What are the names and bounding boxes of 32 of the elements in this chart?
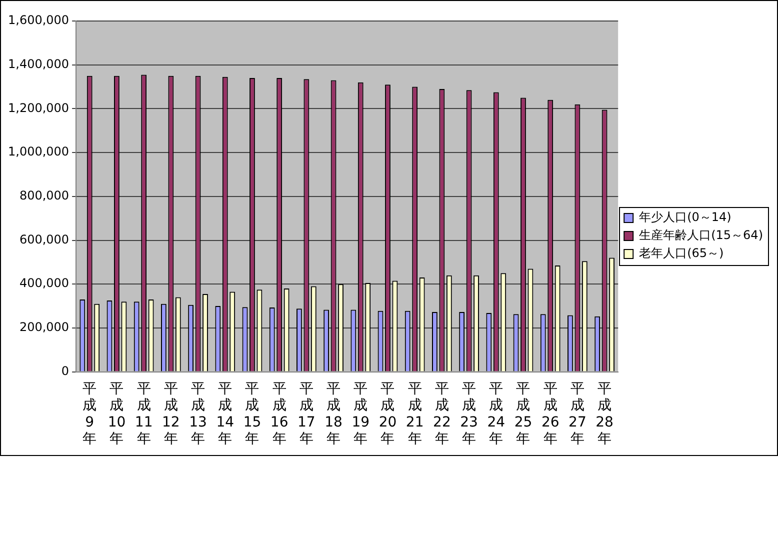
y-tick-label: 800,000 (19, 188, 70, 203)
x-tick-label: 平成26年 (541, 380, 560, 448)
y-tick-label: 200,000 (19, 320, 70, 334)
x-tick-label: 平成25年 (514, 380, 532, 448)
x-tick-label: 平成16年 (270, 380, 288, 448)
y-tick-label: 1,600,000 (8, 13, 70, 28)
legend-label: 生産年齢人口(15～64) (639, 228, 764, 242)
y-tick-label: 400,000 (19, 276, 70, 290)
x-tick-label: 平成23年 (460, 380, 478, 448)
y-tick-label: 600,000 (19, 232, 70, 246)
x-tick-label: 平成17年 (298, 380, 316, 448)
y-tick-label: 1,000,000 (8, 144, 70, 159)
x-tick-label: 平成13年 (189, 380, 207, 448)
y-tick-label: 0 (61, 364, 70, 378)
y-tick-label: 1,200,000 (8, 100, 70, 115)
x-tick-label: 平成20年 (378, 380, 397, 448)
y-tick-label: 1,400,000 (8, 56, 70, 71)
x-tick-label: 平成22年 (433, 380, 451, 448)
x-tick-label: 平成19年 (352, 380, 370, 448)
legend-label: 老年人口(65～) (639, 246, 724, 260)
x-tick-label: 平成21年 (406, 380, 424, 448)
x-tick-label: 平成24年 (487, 380, 506, 448)
x-tick-label: 平成28年 (596, 380, 614, 448)
legend-label: 年少人口(0～14) (639, 210, 732, 224)
x-tick-label: 平成12年 (162, 380, 180, 448)
x-tick-label: 平成18年 (324, 380, 342, 448)
x-tick-label: 平成14年 (216, 380, 234, 448)
x-tick-label: 平成10年 (108, 380, 126, 448)
x-tick-label: 平成9年 (82, 380, 97, 448)
x-tick-label: 平成27年 (568, 380, 586, 448)
x-tick-label: 平成11年 (134, 380, 153, 448)
x-tick-label: 平成15年 (243, 380, 262, 448)
